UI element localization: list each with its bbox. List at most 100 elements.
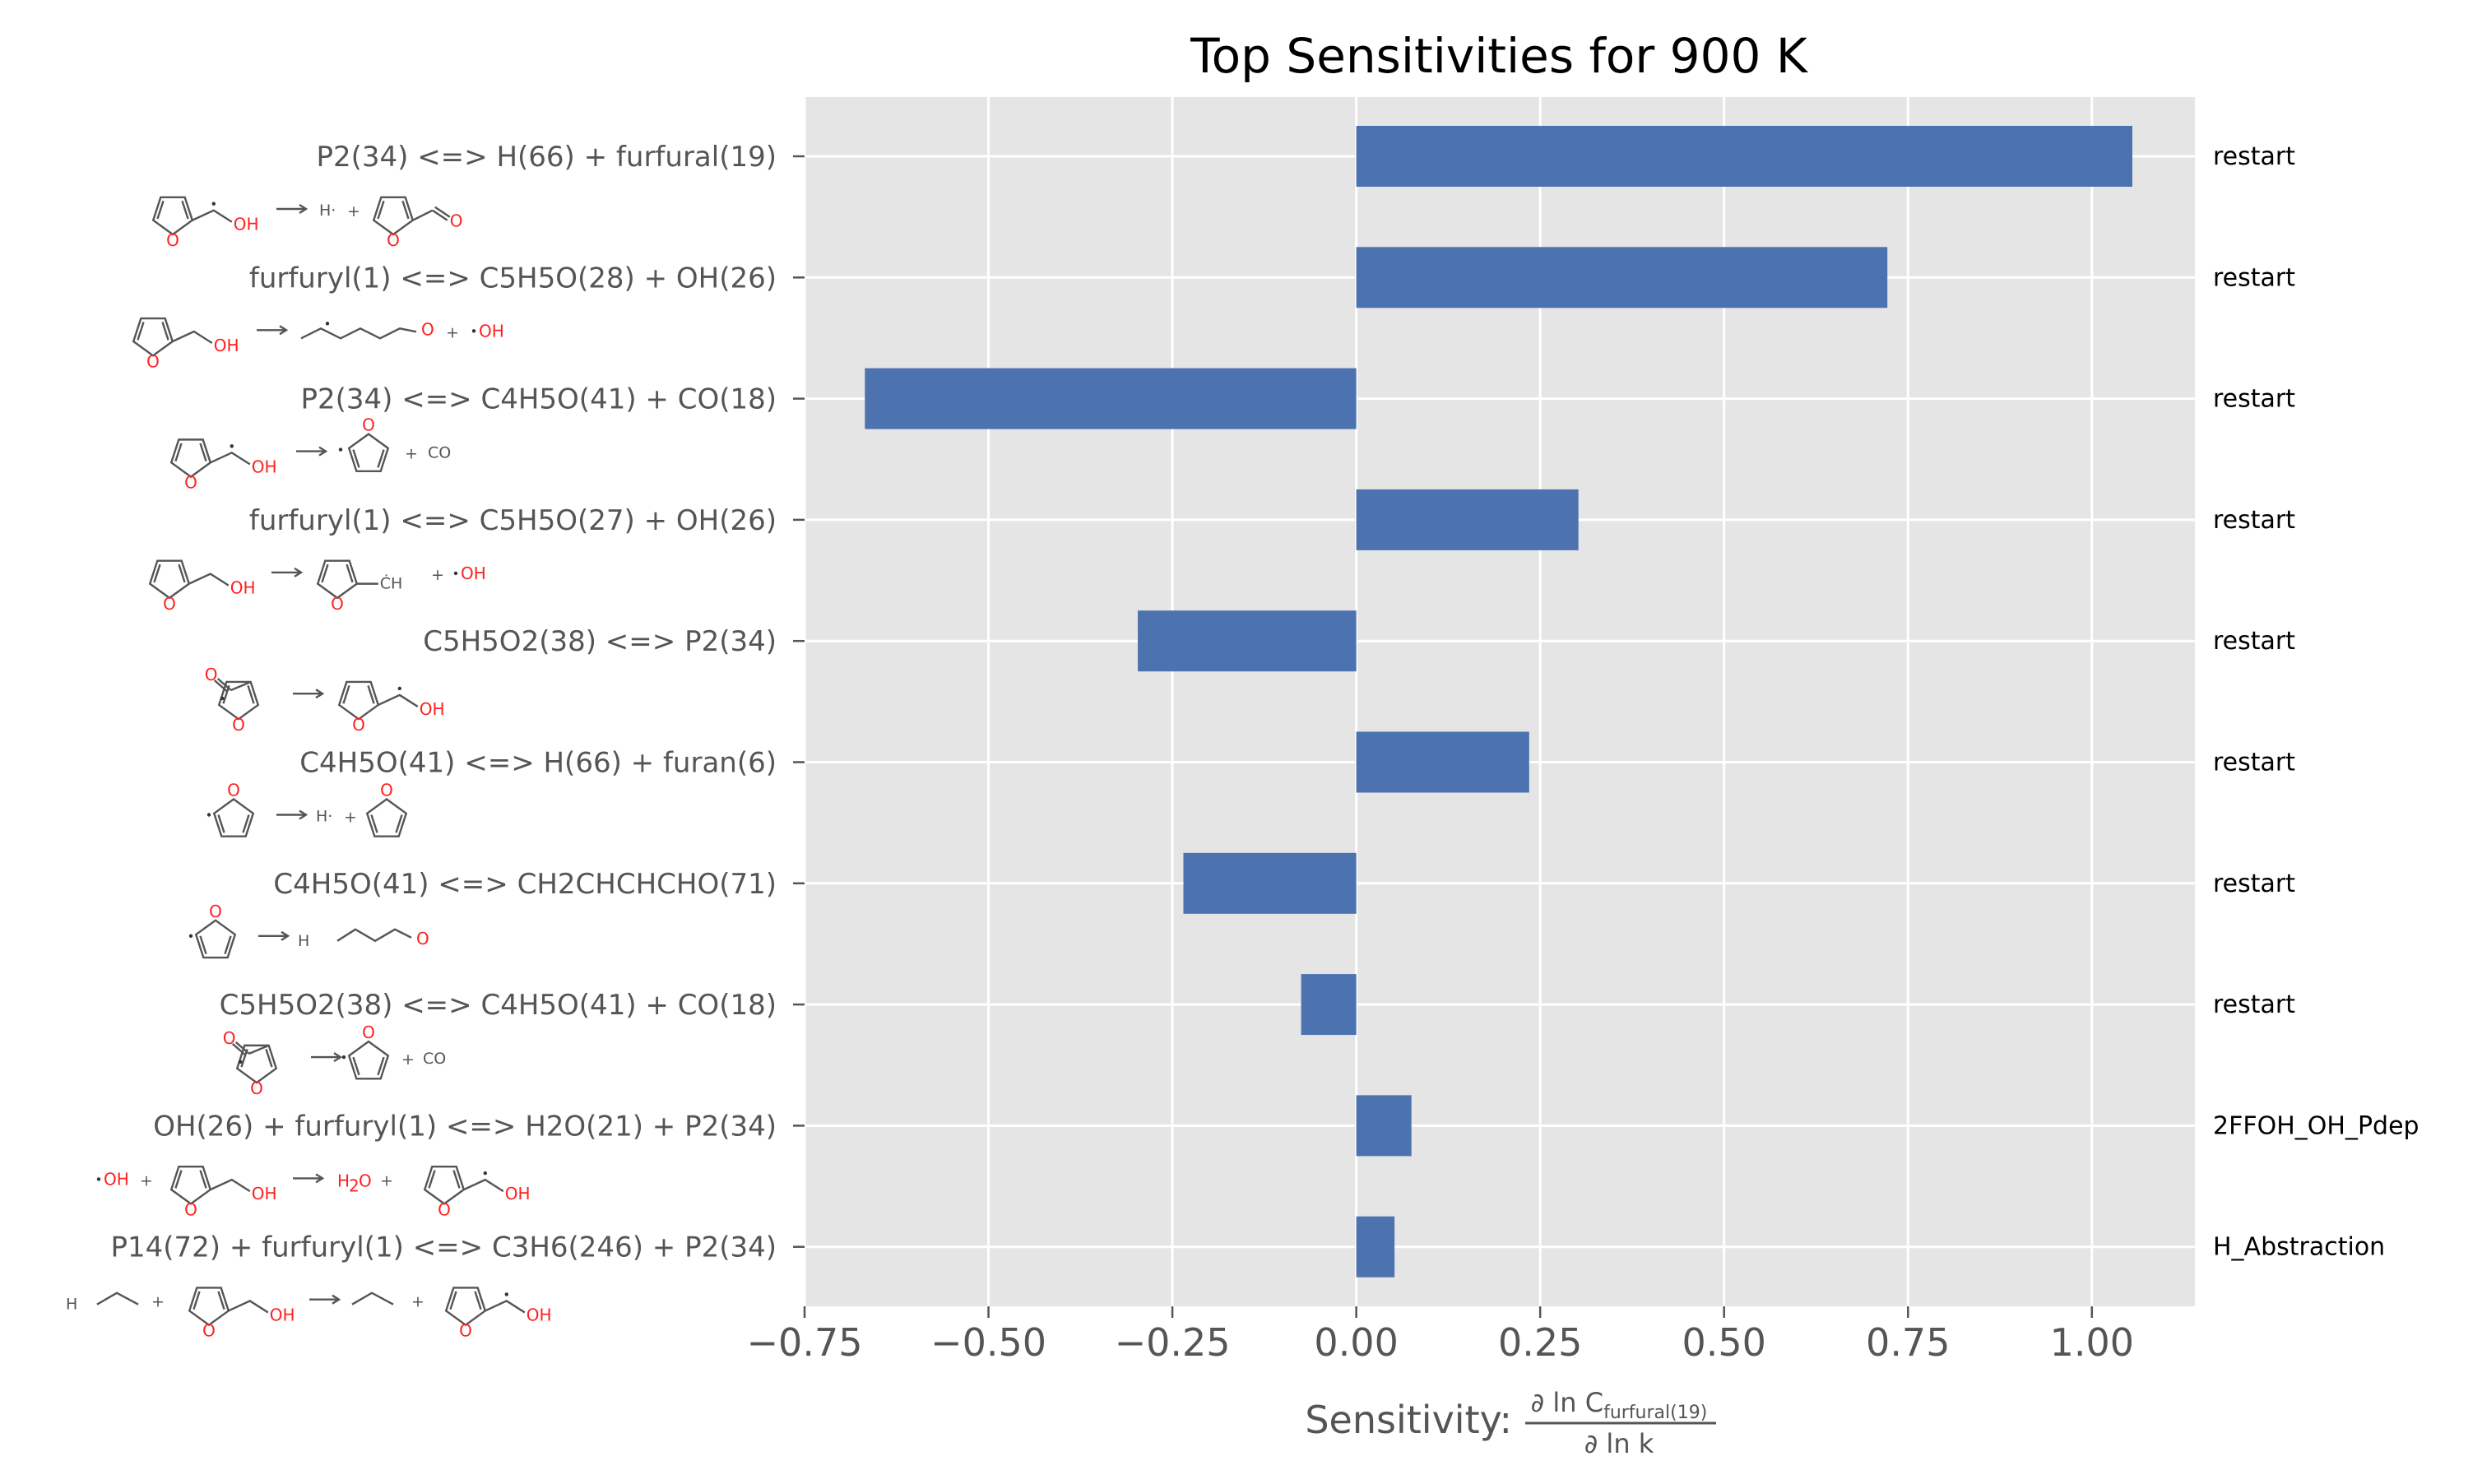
svg-text:OH: OH <box>230 578 256 598</box>
x-tick-label: −0.50 <box>930 1320 1046 1365</box>
svg-text:O: O <box>380 781 393 800</box>
reaction-label: C4H5O(41) <=> H(66) + furan(6) <box>299 747 777 780</box>
x-axis-ticks: −0.75 −0.50 −0.25 0.00 0.25 0.50 0.75 1.00 <box>747 1306 2134 1365</box>
svg-text:O: O <box>421 319 434 339</box>
svg-text:O: O <box>146 351 160 371</box>
svg-text:+: + <box>431 566 444 584</box>
reaction-family-label: restart <box>2213 263 2295 292</box>
svg-text:O: O <box>362 1023 375 1042</box>
reaction-label: C5H5O2(38) <=> P2(34) <box>423 625 777 658</box>
svg-text:CO: CO <box>428 444 451 462</box>
x-axis-label-numerator: ∂ ln Cfurfural(19) <box>1531 1387 1708 1423</box>
reaction-structure: O OH H· + O O <box>151 196 463 250</box>
svg-text:+: + <box>446 323 459 341</box>
reaction-family-label: restart <box>2213 749 2295 777</box>
chart-title: Top Sensitivities for 900 K <box>1190 28 1809 84</box>
svg-text:+: + <box>344 809 357 827</box>
svg-text:OH: OH <box>505 1184 531 1203</box>
sensitivity-bar <box>1301 974 1357 1036</box>
sensitivity-bar <box>865 368 1357 429</box>
svg-text:+: + <box>411 1293 424 1311</box>
svg-text:OH: OH <box>479 321 504 341</box>
svg-text:O: O <box>202 1321 216 1341</box>
sensitivity-bar <box>1356 731 1529 793</box>
svg-text:O: O <box>359 1171 372 1190</box>
svg-text:CO: CO <box>423 1050 446 1068</box>
svg-text:+: + <box>401 1050 415 1069</box>
x-tick-label: −0.75 <box>747 1320 863 1365</box>
svg-text:O: O <box>166 230 179 250</box>
reaction-label: furfuryl(1) <=> C5H5O(27) + OH(26) <box>249 504 777 537</box>
sensitivity-bar <box>1356 126 2132 187</box>
reaction-family-label: restart <box>2213 385 2295 414</box>
x-tick-label: 0.25 <box>1498 1320 1582 1365</box>
reaction-label: C5H5O2(38) <=> C4H5O(41) + CO(18) <box>220 989 777 1022</box>
sensitivity-bar <box>1356 247 1888 308</box>
reaction-label: OH(26) + furfuryl(1) <=> H2O(21) + P2(34… <box>153 1110 777 1143</box>
svg-text:OH: OH <box>104 1169 129 1189</box>
svg-text:O: O <box>352 715 365 735</box>
reaction-structure: O OH O + OH <box>132 317 504 371</box>
sensitivity-bar <box>1356 489 1579 550</box>
svg-text:O: O <box>184 1199 197 1219</box>
reaction-family-label: restart <box>2213 142 2295 171</box>
svg-text:OH: OH <box>270 1305 295 1324</box>
sensitivity-bar <box>1356 1216 1395 1278</box>
svg-text:O: O <box>387 230 400 250</box>
reaction-label: C4H5O(41) <=> CH2CHCHCHO(71) <box>273 868 777 901</box>
reaction-structure: H + O OH + O OH <box>66 1287 552 1341</box>
reaction-label: P2(34) <=> H(66) + furfural(19) <box>316 141 777 174</box>
reaction-structure: O OH O + CO <box>169 415 451 493</box>
svg-text:O: O <box>362 415 375 435</box>
svg-text:OH: OH <box>252 457 277 476</box>
svg-text:OH: OH <box>234 215 259 234</box>
x-tick-label: 1.00 <box>2050 1320 2134 1365</box>
svg-text:O: O <box>459 1321 472 1341</box>
reaction-structure: O OH O ĊH + OH <box>148 559 486 614</box>
reaction-labels: P2(34) <=> H(66) + furfural(19) furfuryl(… <box>111 141 777 1264</box>
svg-text:O: O <box>163 594 176 614</box>
reaction-label: P2(34) <=> C4H5O(41) + CO(18) <box>300 383 777 416</box>
sensitivity-bar <box>1356 1095 1412 1157</box>
svg-text:+: + <box>151 1293 165 1311</box>
svg-text:O: O <box>209 902 222 921</box>
svg-text:+: + <box>405 445 418 463</box>
reaction-family-label: restart <box>2213 506 2295 535</box>
svg-text:+: + <box>140 1171 153 1190</box>
x-axis-label-text: Sensitivity: <box>1305 1398 1512 1442</box>
reaction-label: furfuryl(1) <=> C5H5O(28) + OH(26) <box>249 262 777 294</box>
svg-text:O: O <box>205 665 218 684</box>
sensitivity-bar <box>1183 852 1357 914</box>
x-axis-label-denominator: ∂ ln k <box>1584 1428 1654 1459</box>
x-tick-label: −0.25 <box>1115 1320 1231 1365</box>
reaction-family-label: 2FFOH_OH_Pdep <box>2213 1111 2419 1140</box>
reaction-family-label: restart <box>2213 870 2295 898</box>
svg-text:OH: OH <box>461 563 486 583</box>
x-tick-label: 0.50 <box>1682 1320 1766 1365</box>
x-axis-label: Sensitivity: ∂ ln Cfurfural(19) ∂ ln k <box>1305 1387 1716 1459</box>
svg-text:H·: H· <box>319 202 336 220</box>
svg-text:O: O <box>184 473 197 493</box>
reaction-family-label: H_Abstraction <box>2213 1233 2385 1262</box>
reaction-structure: O O O + CO <box>223 1023 447 1098</box>
svg-text:+: + <box>380 1171 393 1190</box>
reaction-structure: O O O OH <box>205 665 445 735</box>
x-tick-label: 0.00 <box>1314 1320 1398 1365</box>
svg-text:O: O <box>450 211 463 231</box>
svg-text:ĊH: ĊH <box>380 574 403 593</box>
svg-text:O: O <box>227 781 240 800</box>
y-tick-marks <box>793 155 805 1248</box>
svg-text:O: O <box>223 1028 236 1048</box>
svg-text:H: H <box>66 1296 77 1314</box>
svg-text:H: H <box>298 932 309 950</box>
x-tick-label: 0.75 <box>1866 1320 1950 1365</box>
svg-text:O: O <box>438 1199 451 1219</box>
bars <box>865 126 2132 1278</box>
reaction-structure: O H O <box>188 902 429 959</box>
svg-text:2: 2 <box>349 1176 360 1195</box>
svg-text:O: O <box>416 929 429 948</box>
family-labels: restart restart restart restart restart resta… <box>2213 142 2419 1262</box>
